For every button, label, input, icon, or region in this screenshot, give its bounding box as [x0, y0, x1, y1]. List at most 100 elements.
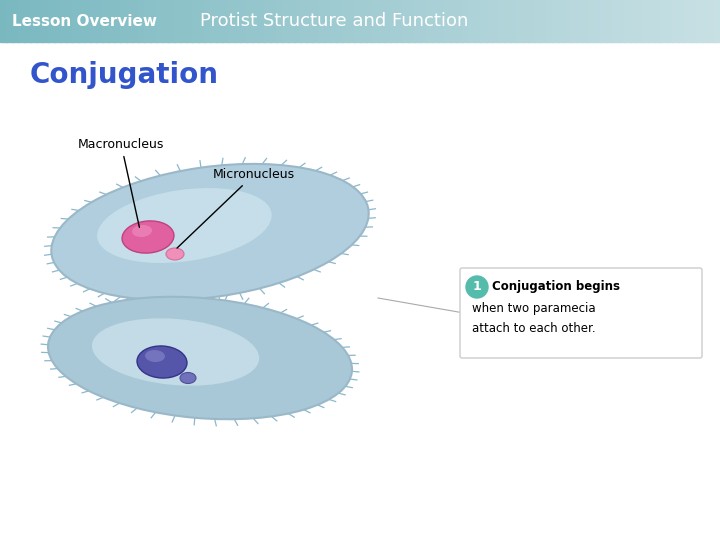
Bar [546, 0, 553, 42]
Bar [126, 0, 133, 42]
Bar [240, 0, 247, 42]
Bar [204, 0, 211, 42]
Circle shape [466, 276, 488, 298]
Bar [426, 0, 433, 42]
Bar [318, 0, 325, 42]
Bar [276, 0, 283, 42]
Text: Macronucleus: Macronucleus [78, 138, 164, 227]
Bar [630, 0, 637, 42]
Bar [702, 0, 709, 42]
Bar [156, 0, 163, 42]
Bar [198, 0, 205, 42]
Bar [360, 0, 367, 42]
Text: Conjugation begins: Conjugation begins [492, 280, 620, 293]
Bar [0, 0, 7, 42]
Ellipse shape [132, 225, 152, 237]
Bar [282, 0, 289, 42]
Bar [6, 0, 13, 42]
Bar [570, 0, 577, 42]
Bar [564, 0, 571, 42]
Bar [666, 0, 673, 42]
Bar [312, 0, 319, 42]
Bar [24, 0, 31, 42]
Ellipse shape [97, 188, 271, 263]
Bar [606, 0, 613, 42]
Bar [516, 0, 523, 42]
Text: Lesson Overview: Lesson Overview [12, 14, 157, 29]
Bar [84, 0, 91, 42]
Bar [456, 0, 463, 42]
Bar [612, 0, 619, 42]
Bar [258, 0, 265, 42]
Bar [522, 0, 529, 42]
Bar [636, 0, 643, 42]
Bar [132, 0, 139, 42]
Bar [54, 0, 61, 42]
Bar [72, 0, 79, 42]
Bar [168, 0, 175, 42]
Ellipse shape [166, 248, 184, 260]
Bar [714, 0, 720, 42]
Bar [402, 0, 409, 42]
Bar [30, 0, 37, 42]
Text: Conjugation: Conjugation [30, 61, 219, 89]
Bar [66, 0, 73, 42]
Bar [414, 0, 421, 42]
Text: attach to each other.: attach to each other. [472, 322, 595, 335]
Bar [48, 0, 55, 42]
Bar [480, 0, 487, 42]
Bar [294, 0, 301, 42]
Ellipse shape [51, 164, 369, 300]
Bar [450, 0, 457, 42]
Bar [12, 0, 19, 42]
Bar [234, 0, 241, 42]
Bar [78, 0, 85, 42]
Bar [354, 0, 361, 42]
Bar [246, 0, 253, 42]
Bar [642, 0, 649, 42]
Bar [42, 0, 49, 42]
Bar [192, 0, 199, 42]
Bar [348, 0, 355, 42]
Bar [186, 0, 193, 42]
Bar [138, 0, 145, 42]
Text: 1: 1 [472, 280, 482, 294]
Bar [216, 0, 223, 42]
Bar [270, 0, 277, 42]
Bar [252, 0, 259, 42]
Ellipse shape [180, 373, 196, 383]
Bar [594, 0, 601, 42]
Bar [504, 0, 511, 42]
Bar [324, 0, 331, 42]
Bar [378, 0, 385, 42]
Bar [438, 0, 445, 42]
Bar [180, 0, 187, 42]
Bar [174, 0, 181, 42]
Bar [420, 0, 427, 42]
Bar [102, 0, 109, 42]
Bar [582, 0, 589, 42]
Bar [660, 0, 667, 42]
Bar [384, 0, 391, 42]
Bar [534, 0, 541, 42]
Bar [648, 0, 655, 42]
Bar [366, 0, 373, 42]
Bar [90, 0, 97, 42]
Bar [690, 0, 697, 42]
Bar [654, 0, 661, 42]
Bar [672, 0, 679, 42]
Bar [474, 0, 481, 42]
Bar [162, 0, 169, 42]
Bar [150, 0, 157, 42]
FancyBboxPatch shape [460, 268, 702, 358]
Ellipse shape [145, 350, 165, 362]
Bar [336, 0, 343, 42]
Bar [36, 0, 43, 42]
Ellipse shape [137, 346, 187, 378]
Ellipse shape [92, 318, 259, 386]
Bar [618, 0, 625, 42]
Bar [306, 0, 313, 42]
Bar [120, 0, 127, 42]
Text: Micronucleus: Micronucleus [177, 168, 295, 248]
Bar [444, 0, 451, 42]
